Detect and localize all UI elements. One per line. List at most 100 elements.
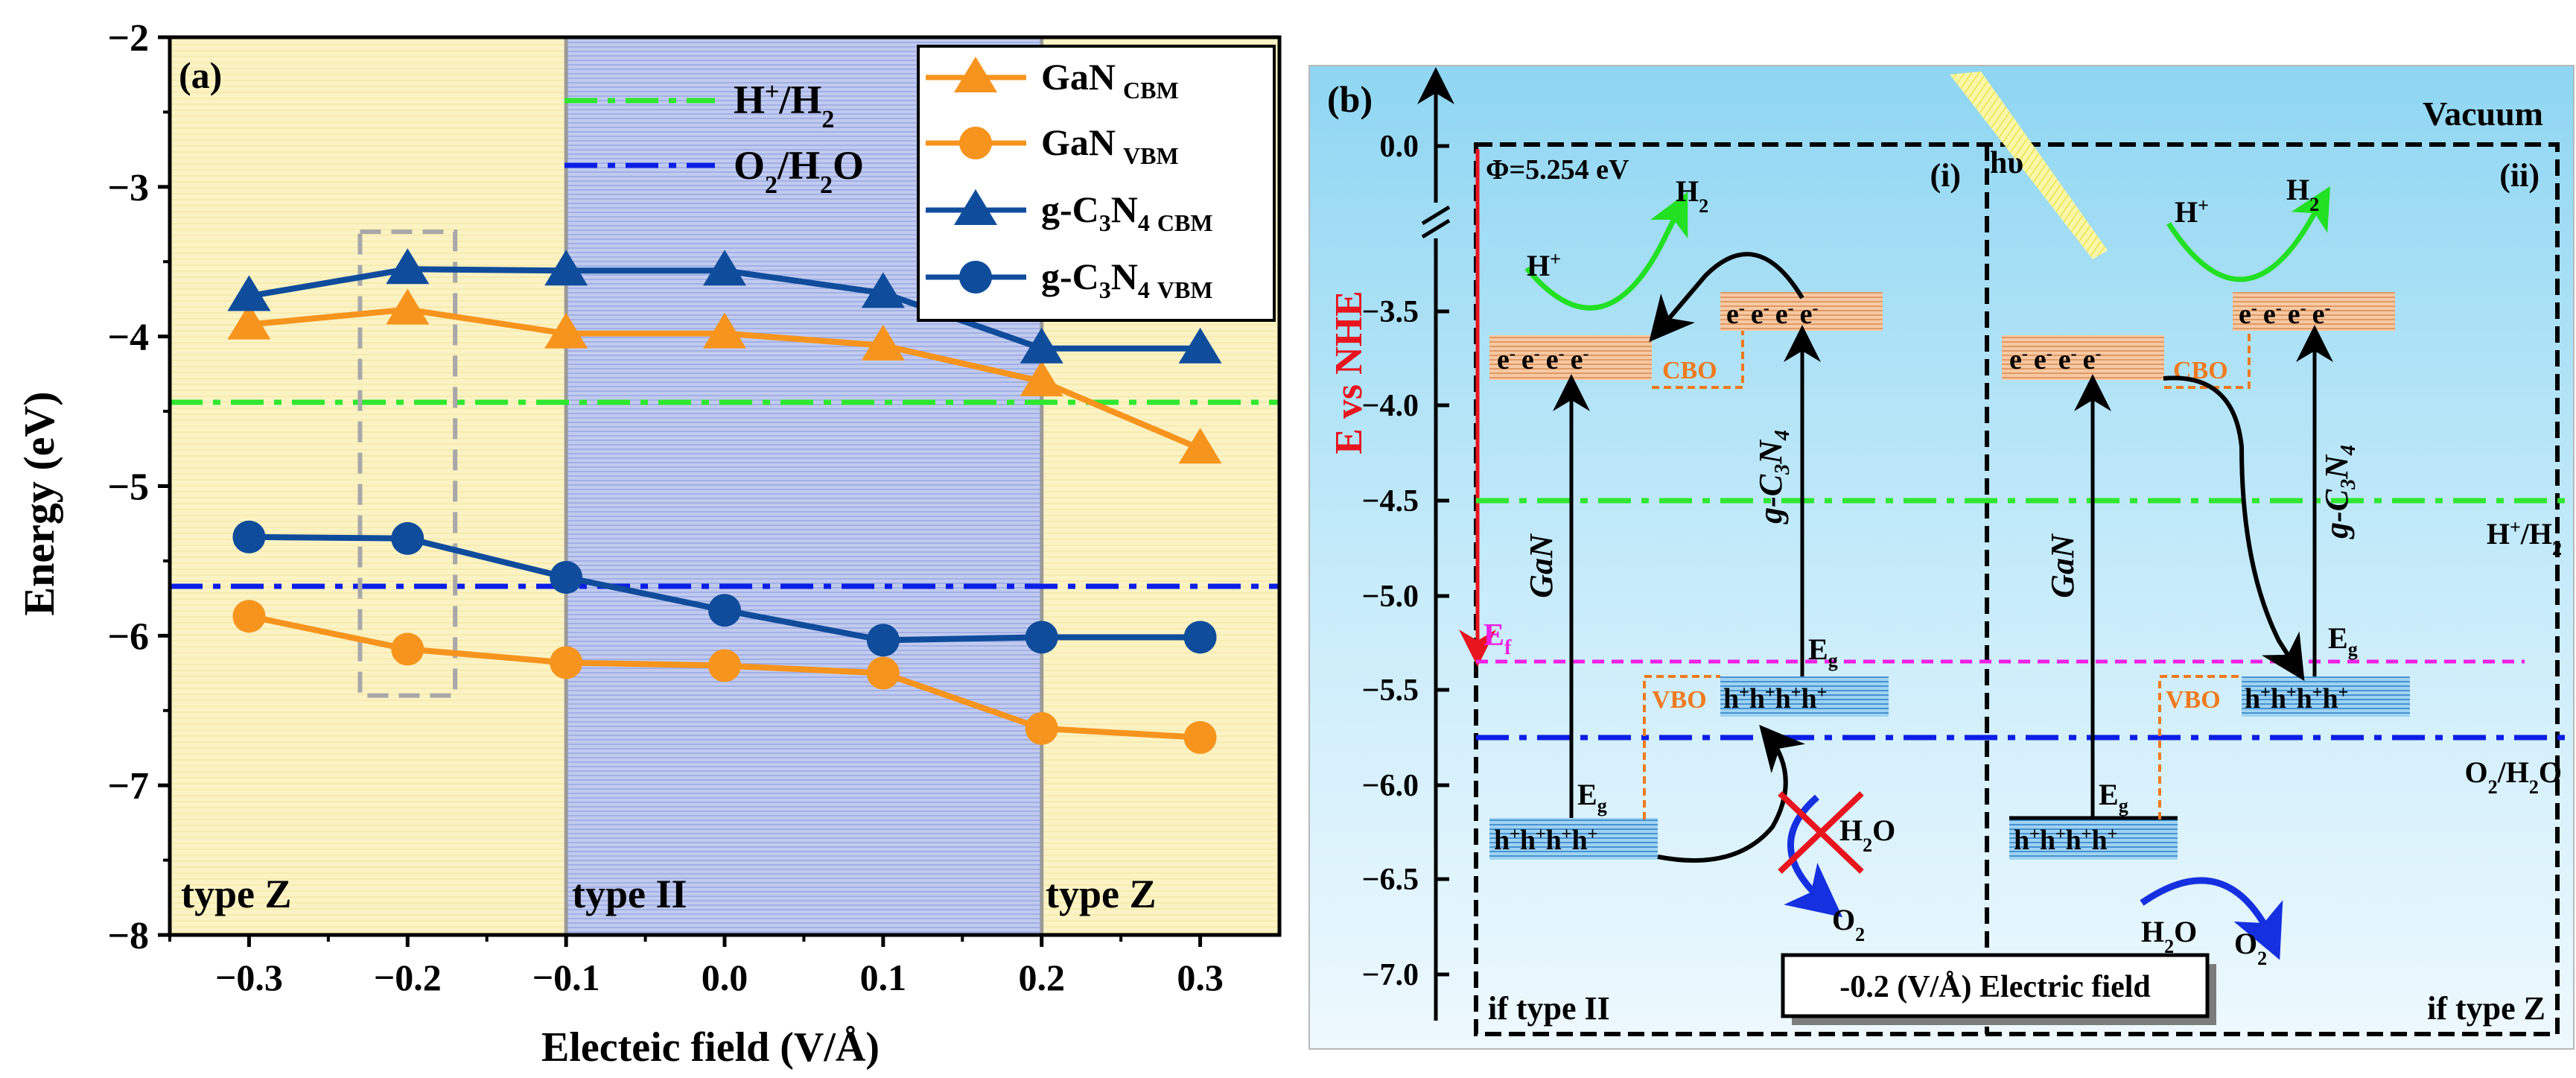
legend-marker-gc3n4-vbm (959, 261, 992, 294)
ref-label-h-plus-h2: H+/H2 (734, 77, 834, 133)
ii-h-plus-label: H+ (2175, 194, 2209, 229)
b-ref-label-h-plus-h2: H+/H2 (2487, 516, 2562, 559)
ii-h2o-label: H2O (2141, 915, 2197, 957)
point-gan-vbm-0 (232, 600, 266, 633)
ii-z-scheme-recombination-arrow (2163, 375, 2305, 682)
x-axis-title: Electeic field (V/Å) (541, 1024, 880, 1071)
panel-b-background (1309, 66, 2574, 1049)
point-g-c3n4-cbm-5 (1020, 327, 1063, 364)
ii-vbo-label: VBO (2166, 686, 2221, 714)
field-box-label: -0.2 (V/Å) Electric field (1839, 970, 2151, 1004)
work-function-label: Φ=5.254 eV (1486, 154, 1629, 186)
case-i-label: (i) (1930, 157, 1961, 194)
panel-b-diagram: (b) 0.0−3.5−4.0−4.5−5.0−5.5−6.0−6.5−7.0 … (1308, 65, 2575, 1050)
point-g-c3n4-cbm-3 (703, 250, 746, 286)
i-gc3n4-label: g-C3N4 (1752, 430, 1794, 524)
i-vbo-bracket (1643, 675, 1720, 819)
x-tick-label-1: −0.2 (374, 957, 442, 998)
i-gan-vb-holes: h+h+h+h+ (1494, 825, 1597, 856)
y-tick-label-5: −3 (107, 167, 149, 209)
y-tick-label-6: −2 (107, 17, 149, 60)
b-y-tick-label-5: −5.5 (1362, 673, 1419, 708)
legend-label-gc3n4-cbm: g-C3N4 CBM (1041, 188, 1213, 236)
ii-gc3n4-label: g-C3N4 (2318, 445, 2360, 539)
ii-gan-eg-label: Eg (2099, 778, 2128, 817)
y-tick-label-2: −6 (107, 615, 149, 658)
b-y-tick-label-3: −4.5 (1362, 484, 1419, 519)
i-h2-evolution-arrow (1524, 191, 1688, 311)
ii-gan-label: GaN (2044, 533, 2081, 598)
point-g-c3n4-vbm-5 (1025, 621, 1058, 654)
i-gan-eg-label: Eg (1577, 778, 1607, 817)
legend-marker-gan-vbm (959, 127, 992, 159)
fermi-level-label: Ef (1483, 618, 1512, 659)
y-axis-title: Energy (eV) (15, 391, 63, 615)
i-gc3n4-eg-label: Eg (1808, 632, 1838, 671)
legend-label-gan-vbm: GaN VBM (1041, 121, 1179, 169)
point-gan-cbm-2 (544, 312, 588, 349)
point-g-c3n4-vbm-0 (232, 520, 266, 554)
vacuum-label: Vacuum (2423, 95, 2543, 133)
i-gc3n4-vb-holes: h+h+h+h+ (1723, 683, 1827, 714)
ii-gc3n4-eg-label: Eg (2328, 621, 2358, 660)
region-type-z-left (170, 37, 567, 935)
i-gc3n4-vb-band (1720, 676, 1889, 717)
ii-gan-vb-holes: h+h+h+h+ (2014, 825, 2117, 856)
x-tick-label-6: 0.3 (1177, 957, 1224, 998)
i-h2-label: H2 (1676, 174, 1708, 217)
point-gan-cbm-5 (1020, 360, 1063, 396)
ii-h2-label: H2 (2286, 173, 2319, 215)
legend-marker-gan-cbm (954, 57, 997, 92)
panel-b-border (1308, 65, 2575, 1050)
b-y-tick-label-4: −5.0 (1362, 580, 1419, 614)
ii-h2-evolution-arrow (2166, 186, 2331, 282)
ii-gc3n4-vb-holes: h+h+h+h+ (2245, 683, 2348, 714)
legend-marker-gc3n4-cbm (954, 189, 997, 225)
point-gan-cbm-6 (1178, 428, 1222, 464)
i-vbo-label: VBO (1652, 686, 1707, 714)
light-beam-icon (1950, 72, 2108, 259)
point-gan-cbm-3 (703, 312, 746, 349)
x-tick-label-4: 0.1 (860, 957, 907, 998)
i-cbo-bracket (1652, 331, 1744, 389)
b-y-tick-label-7: −6.5 (1362, 863, 1419, 897)
ii-vbo-bracket (2158, 675, 2242, 819)
y-tick-label-0: −8 (107, 915, 149, 957)
b-y-tick-label-8: −7.0 (1362, 958, 1419, 992)
point-g-c3n4-vbm-1 (391, 521, 424, 555)
b-y-tick-label-0: 0.0 (1380, 130, 1419, 164)
point-g-c3n4-vbm-4 (866, 624, 900, 657)
if-type-z-label: if type Z (2427, 990, 2545, 1027)
point-gan-cbm-0 (227, 303, 271, 340)
point-gan-vbm-5 (1025, 711, 1058, 745)
panel-b-y-axis-title: E vs NHE (1328, 291, 1370, 454)
ii-o2-evolution-arrow (2140, 877, 2283, 960)
point-g-c3n4-cbm-6 (1178, 327, 1222, 364)
panel-b-ticks: 0.0 −3.5 −4.0 −4.5 −5.0 −5.5 −6.0 −6.5 −7.0 (1362, 130, 1449, 992)
i-hole-transfer-arrow (1657, 724, 1806, 863)
field-box (1781, 953, 2210, 1018)
point-gan-vbm-3 (708, 649, 741, 682)
i-h-plus-label: H+ (1527, 248, 1561, 283)
x-tick-label-2: −0.1 (532, 957, 600, 998)
point-gan-cbm-1 (386, 288, 430, 325)
point-g-c3n4-cbm-2 (544, 250, 588, 286)
i-blocked-cross-2 (1778, 791, 1864, 874)
i-gan-cb-electrons: e-e-e-e- (1497, 344, 1589, 375)
b-y-tick-label-2: −4.0 (1362, 389, 1419, 423)
ref-label-o2-h2o: O2/H2O (734, 143, 864, 199)
legend: GaN CBM GaN VBM g-C3N4 CBM g-C3N4 VBM (917, 45, 1276, 322)
panel-a-label: (a) (179, 54, 222, 96)
highlight-box-minus-0-2 (357, 229, 458, 698)
ii-o2-label: O2 (2234, 927, 2267, 969)
i-h2o-label: H2O (1839, 814, 1895, 856)
axis-break-mark-2 (1421, 218, 1451, 239)
point-gan-vbm-2 (550, 646, 583, 679)
ii-gan-cb-band (2002, 335, 2164, 380)
ii-gan-vb-band (2009, 818, 2178, 860)
i-cbo-label: CBO (1662, 357, 1717, 384)
ticks-layer: −0.3 −0.2 −0.1 0.0 0.1 0.2 0.3 −8 −7 −6 −5 −4 −3 −2 (107, 17, 1223, 998)
point-g-c3n4-vbm-6 (1183, 621, 1217, 654)
x-tick-label-3: 0.0 (702, 957, 748, 998)
